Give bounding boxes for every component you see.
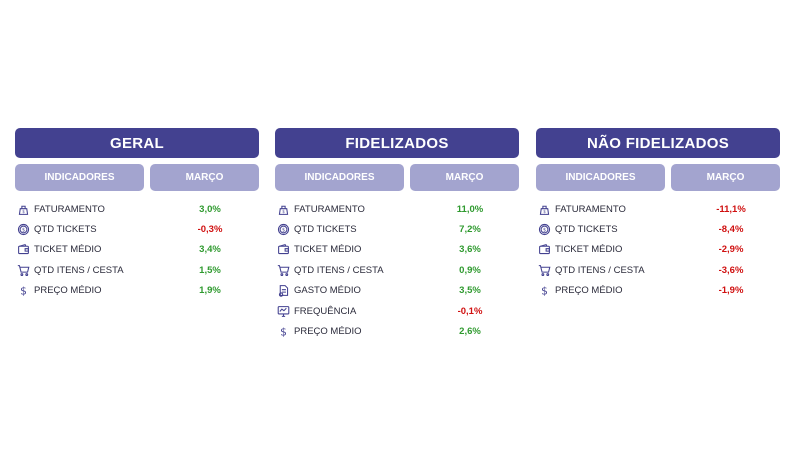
indicator-label: FREQUÊNCIA bbox=[294, 305, 357, 317]
indicator-label: FATURAMENTO bbox=[555, 203, 626, 215]
indicator-value: -0,1% bbox=[457, 305, 483, 317]
indicator-label: QTD ITENS / CESTA bbox=[555, 264, 645, 276]
indicator-label: TICKET MÉDIO bbox=[555, 244, 623, 256]
indicator-value: 1,9% bbox=[199, 285, 221, 297]
indicator-label: QTD TICKETS bbox=[294, 224, 357, 236]
indicator-value: 2,6% bbox=[459, 326, 481, 338]
indicator-label: TICKET MÉDIO bbox=[294, 244, 362, 256]
revenue-icon: $ bbox=[276, 202, 290, 216]
indicator-value: 3,0% bbox=[199, 203, 221, 215]
indicator-row: $ FATURAMENTO 3,0% bbox=[15, 199, 259, 219]
indicator-row: $ PREÇO MÉDIO 2,6% bbox=[275, 321, 519, 341]
cart-icon bbox=[16, 263, 30, 277]
month-header: MARÇO bbox=[410, 164, 519, 191]
indicator-label: QTD ITENS / CESTA bbox=[34, 264, 124, 276]
indicator-label: TICKET MÉDIO bbox=[34, 244, 102, 256]
indicator-row: $ PREÇO MÉDIO 1,9% bbox=[15, 281, 259, 301]
indicator-row: $ QTD TICKETS -8,4% bbox=[536, 219, 780, 239]
dollar-icon: $ bbox=[276, 325, 290, 339]
revenue-icon: $ bbox=[537, 202, 551, 216]
frequency-icon bbox=[276, 304, 290, 318]
month-header: MARÇO bbox=[671, 164, 780, 191]
svg-text:$: $ bbox=[22, 209, 25, 214]
indicator-row: $ QTD TICKETS -0,3% bbox=[15, 219, 259, 239]
wallet-icon bbox=[16, 243, 30, 257]
svg-text:$: $ bbox=[282, 209, 285, 214]
svg-text:$: $ bbox=[280, 327, 287, 338]
indicator-row: QTD ITENS / CESTA 1,5% bbox=[15, 260, 259, 280]
indicator-label: PREÇO MÉDIO bbox=[555, 285, 623, 297]
spend-icon bbox=[276, 284, 290, 298]
indicator-label: GASTO MÉDIO bbox=[294, 285, 361, 297]
column-headers: INDICADORES MARÇO bbox=[536, 164, 780, 191]
indicator-row: QTD ITENS / CESTA -3,6% bbox=[536, 260, 780, 280]
indicator-label: FATURAMENTO bbox=[294, 203, 365, 215]
indicator-value: 1,5% bbox=[199, 264, 221, 276]
indicator-row: FREQUÊNCIA -0,1% bbox=[275, 301, 519, 321]
panel-geral: GERAL INDICADORES MARÇO $ FATURAMENTO 3,0%… bbox=[15, 128, 259, 301]
indicator-value: -11,1% bbox=[716, 203, 746, 215]
indicator-value: -2,9% bbox=[718, 244, 744, 256]
svg-text:$: $ bbox=[542, 228, 545, 234]
indicator-value: 7,2% bbox=[459, 224, 481, 236]
revenue-icon: $ bbox=[16, 202, 30, 216]
indicator-list: $ FATURAMENTO -11,1% $ QTD TICKETS -8,4% TICKE… bbox=[536, 199, 780, 301]
indicator-label: PREÇO MÉDIO bbox=[34, 285, 102, 297]
svg-text:$: $ bbox=[541, 286, 548, 297]
dollar-icon: $ bbox=[16, 284, 30, 298]
indicator-value: -1,9% bbox=[718, 285, 744, 297]
indicator-value: 3,4% bbox=[199, 244, 221, 256]
month-header: MARÇO bbox=[150, 164, 259, 191]
panel-title: NÃO FIDELIZADOS bbox=[536, 128, 780, 158]
indicator-value: -0,3% bbox=[197, 224, 223, 236]
coin-icon: $ bbox=[276, 223, 290, 237]
panel-nao-fidelizados: NÃO FIDELIZADOS INDICADORES MARÇO $ FATUR… bbox=[536, 128, 780, 301]
indicator-row: $ FATURAMENTO 11,0% bbox=[275, 199, 519, 219]
column-headers: INDICADORES MARÇO bbox=[275, 164, 519, 191]
indicator-row: TICKET MÉDIO -2,9% bbox=[536, 240, 780, 260]
coin-icon: $ bbox=[537, 223, 551, 237]
cart-icon bbox=[537, 263, 551, 277]
indicator-value: 0,9% bbox=[459, 264, 481, 276]
svg-text:$: $ bbox=[20, 286, 27, 297]
cart-icon bbox=[276, 263, 290, 277]
indicator-row: $ PREÇO MÉDIO -1,9% bbox=[536, 281, 780, 301]
indicator-row: TICKET MÉDIO 3,6% bbox=[275, 240, 519, 260]
dollar-icon: $ bbox=[537, 284, 551, 298]
indicator-row: $ FATURAMENTO -11,1% bbox=[536, 199, 780, 219]
indicator-label: FATURAMENTO bbox=[34, 203, 105, 215]
indicator-list: $ FATURAMENTO 3,0% $ QTD TICKETS -0,3% TICKET … bbox=[15, 199, 259, 301]
panel-title: FIDELIZADOS bbox=[275, 128, 519, 158]
indicator-row: QTD ITENS / CESTA 0,9% bbox=[275, 260, 519, 280]
indicator-label: QTD TICKETS bbox=[555, 224, 618, 236]
indicators-header: INDICADORES bbox=[15, 164, 144, 191]
indicator-label: QTD ITENS / CESTA bbox=[294, 264, 384, 276]
panel-title: GERAL bbox=[15, 128, 259, 158]
indicator-value: -8,4% bbox=[718, 224, 744, 236]
indicators-header: INDICADORES bbox=[275, 164, 404, 191]
wallet-icon bbox=[537, 243, 551, 257]
indicator-value: 3,6% bbox=[459, 244, 481, 256]
coin-icon: $ bbox=[16, 223, 30, 237]
indicator-value: 3,5% bbox=[459, 285, 481, 297]
column-headers: INDICADORES MARÇO bbox=[15, 164, 259, 191]
indicator-list: $ FATURAMENTO 11,0% $ QTD TICKETS 7,2% TICKET … bbox=[275, 199, 519, 342]
wallet-icon bbox=[276, 243, 290, 257]
indicators-header: INDICADORES bbox=[536, 164, 665, 191]
indicator-row: $ QTD TICKETS 7,2% bbox=[275, 219, 519, 239]
indicator-value: 11,0% bbox=[456, 203, 484, 215]
indicator-value: -3,6% bbox=[718, 264, 744, 276]
svg-text:$: $ bbox=[543, 209, 546, 214]
svg-text:$: $ bbox=[281, 228, 284, 234]
svg-text:$: $ bbox=[21, 228, 24, 234]
indicator-row: TICKET MÉDIO 3,4% bbox=[15, 240, 259, 260]
indicator-label: PREÇO MÉDIO bbox=[294, 326, 362, 338]
panel-fidelizados: FIDELIZADOS INDICADORES MARÇO $ FATURAMEN… bbox=[275, 128, 519, 342]
indicator-row: GASTO MÉDIO 3,5% bbox=[275, 281, 519, 301]
indicator-label: QTD TICKETS bbox=[34, 224, 97, 236]
